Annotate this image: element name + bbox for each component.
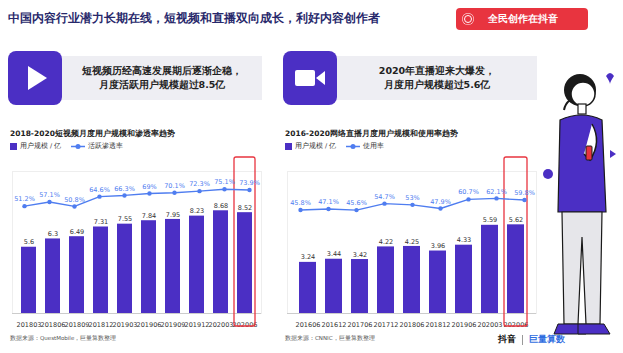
svg-text:4.25: 4.25 [405, 238, 419, 246]
svg-text:7.95: 7.95 [166, 211, 180, 219]
svg-text:3.96: 3.96 [431, 242, 445, 250]
svg-text:47.9%: 47.9% [430, 198, 451, 206]
svg-text:7.31: 7.31 [94, 218, 108, 226]
svg-text:3.42: 3.42 [353, 251, 367, 259]
svg-text:7.55: 7.55 [118, 215, 132, 223]
html-text:全民创作在抖音: 全民创作在抖音 [488, 12, 558, 24]
svg-text:201606: 201606 [296, 321, 321, 329]
svg-text:201909: 201909 [161, 321, 186, 329]
html-text:数据来源：QuestMobile，巨量算数整理: 数据来源：QuestMobile，巨量算数整理 [10, 335, 117, 341]
html-text:数据来源：CNNIC，巨量算数整理: 数据来源：CNNIC，巨量算数整理 [285, 335, 375, 341]
html-text:短视频历经高速发展期后逐渐企稳， 月度活跃用户规模超过8.5: 短视频历经高速发展期后逐渐企稳， 月度活跃用户规模超过8.5亿 [82, 65, 242, 90]
svg-text:51.2%: 51.2% [14, 195, 35, 203]
html-text:2020年直播迎来大爆发， 月度用户规模超过5.6亿: 2020年直播迎来大爆发， 月度用户规模超过5.6亿 [378, 65, 496, 90]
svg-text:201806: 201806 [400, 321, 425, 329]
svg-text:4.33: 4.33 [457, 236, 471, 244]
html-text:巨量算数: 巨量算数 [529, 334, 565, 344]
svg-text:8.52: 8.52 [238, 204, 252, 212]
svg-text:70.1%: 70.1% [164, 182, 185, 190]
svg-text:6.3: 6.3 [48, 230, 58, 238]
html-text:2018-2020短视频月度用户规模和渗透率趋势: 2018-2020短视频月度用户规模和渗透率趋势 [10, 129, 175, 138]
svg-text:202003: 202003 [478, 321, 503, 329]
html-text:用户规模 / 亿: 用户规模 / 亿 [20, 142, 62, 150]
svg-text:8.23: 8.23 [190, 207, 204, 215]
svg-text:5.59: 5.59 [483, 216, 497, 224]
svg-text:73.9%: 73.9% [239, 179, 260, 187]
svg-text:62.1%: 62.1% [486, 187, 507, 195]
svg-text:202003: 202003 [209, 321, 234, 329]
svg-text:72.3%: 72.3% [189, 180, 210, 188]
svg-text:8.68: 8.68 [214, 202, 228, 210]
svg-text:45.8%: 45.8% [290, 199, 311, 207]
svg-text:201812: 201812 [426, 321, 451, 329]
svg-text:201806: 201806 [41, 321, 66, 329]
svg-text:201712: 201712 [374, 321, 399, 329]
svg-text:64.6%: 64.6% [89, 186, 110, 194]
svg-text:201706: 201706 [348, 321, 373, 329]
svg-text:201912: 201912 [185, 321, 210, 329]
svg-text:202006: 202006 [504, 321, 529, 329]
svg-text:5.6: 5.6 [24, 238, 34, 246]
svg-text:75.1%: 75.1% [214, 178, 235, 186]
svg-text:66.3%: 66.3% [114, 185, 135, 193]
svg-text:201906: 201906 [137, 321, 162, 329]
svg-text:3.44: 3.44 [327, 250, 341, 258]
svg-text:53%: 53% [405, 194, 419, 202]
svg-text:4.22: 4.22 [379, 238, 393, 246]
svg-text:6.49: 6.49 [70, 228, 84, 236]
html-text:中国内容行业潜力长期在线，短视频和直播双向成长，利好内容创作: 中国内容行业潜力长期在线，短视频和直播双向成长，利好内容创作者 [8, 11, 380, 25]
svg-text:50.8%: 50.8% [64, 196, 85, 204]
svg-text:47.1%: 47.1% [318, 198, 339, 206]
svg-text:201809: 201809 [65, 321, 90, 329]
html-text:使用率: 使用率 [363, 142, 385, 150]
svg-text:45.6%: 45.6% [346, 199, 367, 207]
svg-text:5.62: 5.62 [509, 216, 523, 224]
svg-text:69%: 69% [142, 183, 156, 191]
svg-text:59.8%: 59.8% [514, 189, 535, 197]
svg-text:201812: 201812 [89, 321, 114, 329]
svg-text:201903: 201903 [113, 321, 138, 329]
html-text:2016-2020网络直播月度用户规模和使用率趋势: 2016-2020网络直播月度用户规模和使用率趋势 [285, 129, 458, 138]
svg-text:54.7%: 54.7% [374, 193, 395, 201]
svg-text:201906: 201906 [452, 321, 477, 329]
html-text:抖音: 抖音 [498, 334, 516, 344]
svg-text:3.24: 3.24 [301, 253, 315, 261]
html-text:用户规模 / 亿: 用户规模 / 亿 [295, 142, 337, 150]
svg-text:202006: 202006 [233, 321, 258, 329]
svg-text:201612: 201612 [322, 321, 347, 329]
svg-text:201803: 201803 [17, 321, 42, 329]
svg-text:60.7%: 60.7% [458, 188, 479, 196]
svg-text:7.84: 7.84 [142, 212, 156, 220]
svg-text:57.1%: 57.1% [39, 191, 60, 199]
html-text:活跃渗透率: 活跃渗透率 [88, 142, 124, 150]
